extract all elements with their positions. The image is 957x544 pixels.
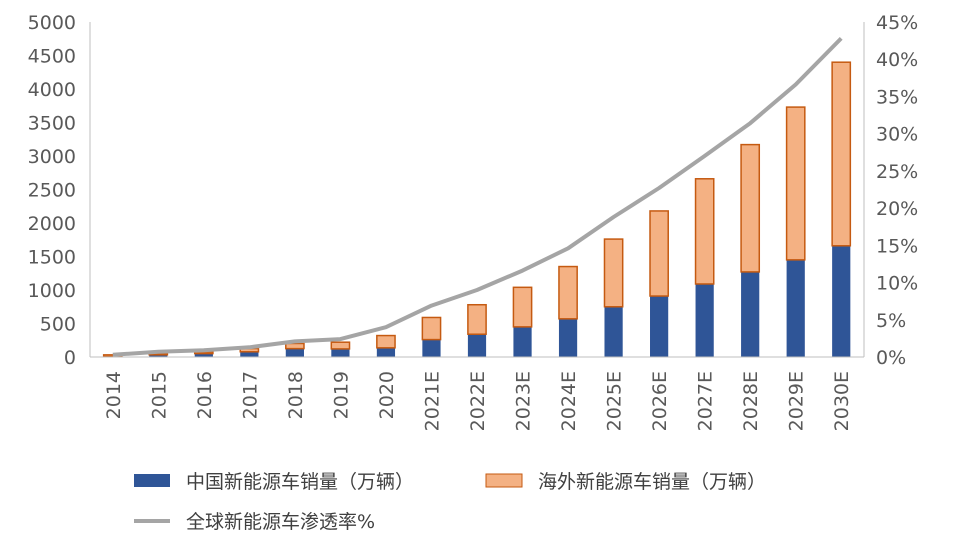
y2-axis-ticks: 0% 5% 10% 15% 20% 25% 30% 35% 40% 45% [876, 12, 918, 369]
bar-china-2027E [695, 283, 714, 357]
x-tick-label: 2028E [740, 371, 762, 431]
x-tick-label: 2016 [194, 371, 216, 419]
y2-tick-label: 0% [876, 347, 906, 369]
bar-overseas-2021E [421, 316, 442, 341]
x-tick-label: 2020 [376, 371, 398, 419]
y-tick-label: 2500 [28, 180, 76, 202]
x-tick-label: 2017 [239, 371, 261, 419]
bar-china-2029E [786, 259, 805, 357]
y2-tick-label: 30% [876, 124, 918, 146]
bar-china-2021E [422, 339, 441, 357]
y2-tick-label: 25% [876, 161, 918, 183]
bar-overseas-2027E [694, 178, 715, 285]
x-tick-label: 2018 [285, 371, 307, 419]
y2-tick-label: 15% [876, 235, 918, 257]
x-tick-label: 2027E [695, 371, 717, 431]
y-tick-label: 500 [40, 314, 76, 336]
y-tick-label: 0 [64, 347, 76, 369]
bar-china-2026E [650, 296, 669, 357]
legend: 中国新能源车销量（万辆） 海外新能源车销量（万辆） 全球新能源车渗透率% [134, 471, 766, 533]
bar-overseas-2025E [603, 238, 624, 308]
x-tick-label: 2024E [558, 371, 580, 431]
bar-china-2028E [741, 271, 760, 357]
bar-china-2018 [285, 348, 304, 357]
bar-china-2016 [194, 353, 213, 357]
y2-tick-label: 40% [876, 49, 918, 71]
axes [89, 22, 865, 358]
bar-overseas-2019 [330, 341, 351, 350]
x-tick-label: 2030E [831, 371, 853, 431]
y2-tick-label: 45% [876, 12, 918, 34]
y-tick-label: 3000 [28, 146, 76, 168]
x-tick-label: 2029E [786, 371, 808, 431]
y-axis-ticks: 0 500 1000 1500 2000 2500 3000 3500 4000 4500 5000 [28, 12, 76, 369]
bar-china-2024E [558, 318, 578, 357]
penetration-line-path [112, 36, 843, 357]
bar-china-2022E [467, 334, 487, 357]
x-tick-label: 2021E [421, 371, 443, 431]
bar-china-2020 [376, 347, 396, 357]
x-tick-label: 2014 [103, 371, 125, 419]
x-tick-label: 2023E [513, 371, 535, 431]
legend-label-overseas: 海外新能源车销量（万辆） [538, 471, 766, 493]
legend-label-penetration: 全球新能源车渗透率% [186, 511, 375, 533]
bar-overseas-2029E [785, 106, 806, 261]
bar-china-2015 [149, 354, 168, 357]
bar-overseas-2030E [831, 61, 852, 247]
y2-tick-label: 35% [876, 86, 918, 108]
y-tick-label: 4500 [28, 46, 76, 68]
bar-china-2019 [331, 348, 350, 357]
bar-overseas-2023E [512, 286, 533, 328]
y2-tick-label: 5% [876, 310, 906, 332]
y-tick-label: 5000 [28, 12, 76, 34]
bar-china-2030E [832, 245, 851, 357]
bars [102, 61, 852, 358]
y-tick-label: 4000 [28, 79, 76, 101]
x-tick-label: 2022E [467, 371, 489, 431]
x-axis-ticks: 2014 2015 2016 2017 2018 2019 2020 2021E 2022E 20… [103, 371, 853, 431]
y-tick-label: 2000 [28, 213, 76, 235]
x-tick-label: 2019 [330, 371, 352, 419]
legend-swatch-overseas [485, 473, 523, 488]
legend-label-china: 中国新能源车销量（万辆） [186, 471, 414, 493]
x-tick-label: 2026E [649, 371, 671, 431]
y2-tick-label: 10% [876, 273, 918, 295]
bar-china-2023E [513, 326, 532, 357]
y-tick-label: 1000 [28, 280, 76, 302]
x-tick-label: 2025E [604, 371, 626, 431]
y2-tick-label: 20% [876, 198, 918, 220]
bar-overseas-2026E [649, 210, 669, 297]
bar-overseas-2022E [467, 303, 487, 335]
bar-overseas-2024E [558, 265, 578, 320]
x-tick-label: 2015 [148, 371, 170, 419]
bar-overseas-2028E [740, 143, 761, 273]
bar-overseas-2020 [376, 334, 396, 349]
y-tick-label: 1500 [28, 247, 76, 269]
y-tick-label: 3500 [28, 113, 76, 135]
bar-overseas-2018 [285, 342, 305, 350]
legend-swatch-china [134, 474, 170, 487]
penetration-line [112, 36, 843, 357]
bar-china-2017 [240, 351, 259, 357]
bar-china-2025E [604, 306, 623, 357]
